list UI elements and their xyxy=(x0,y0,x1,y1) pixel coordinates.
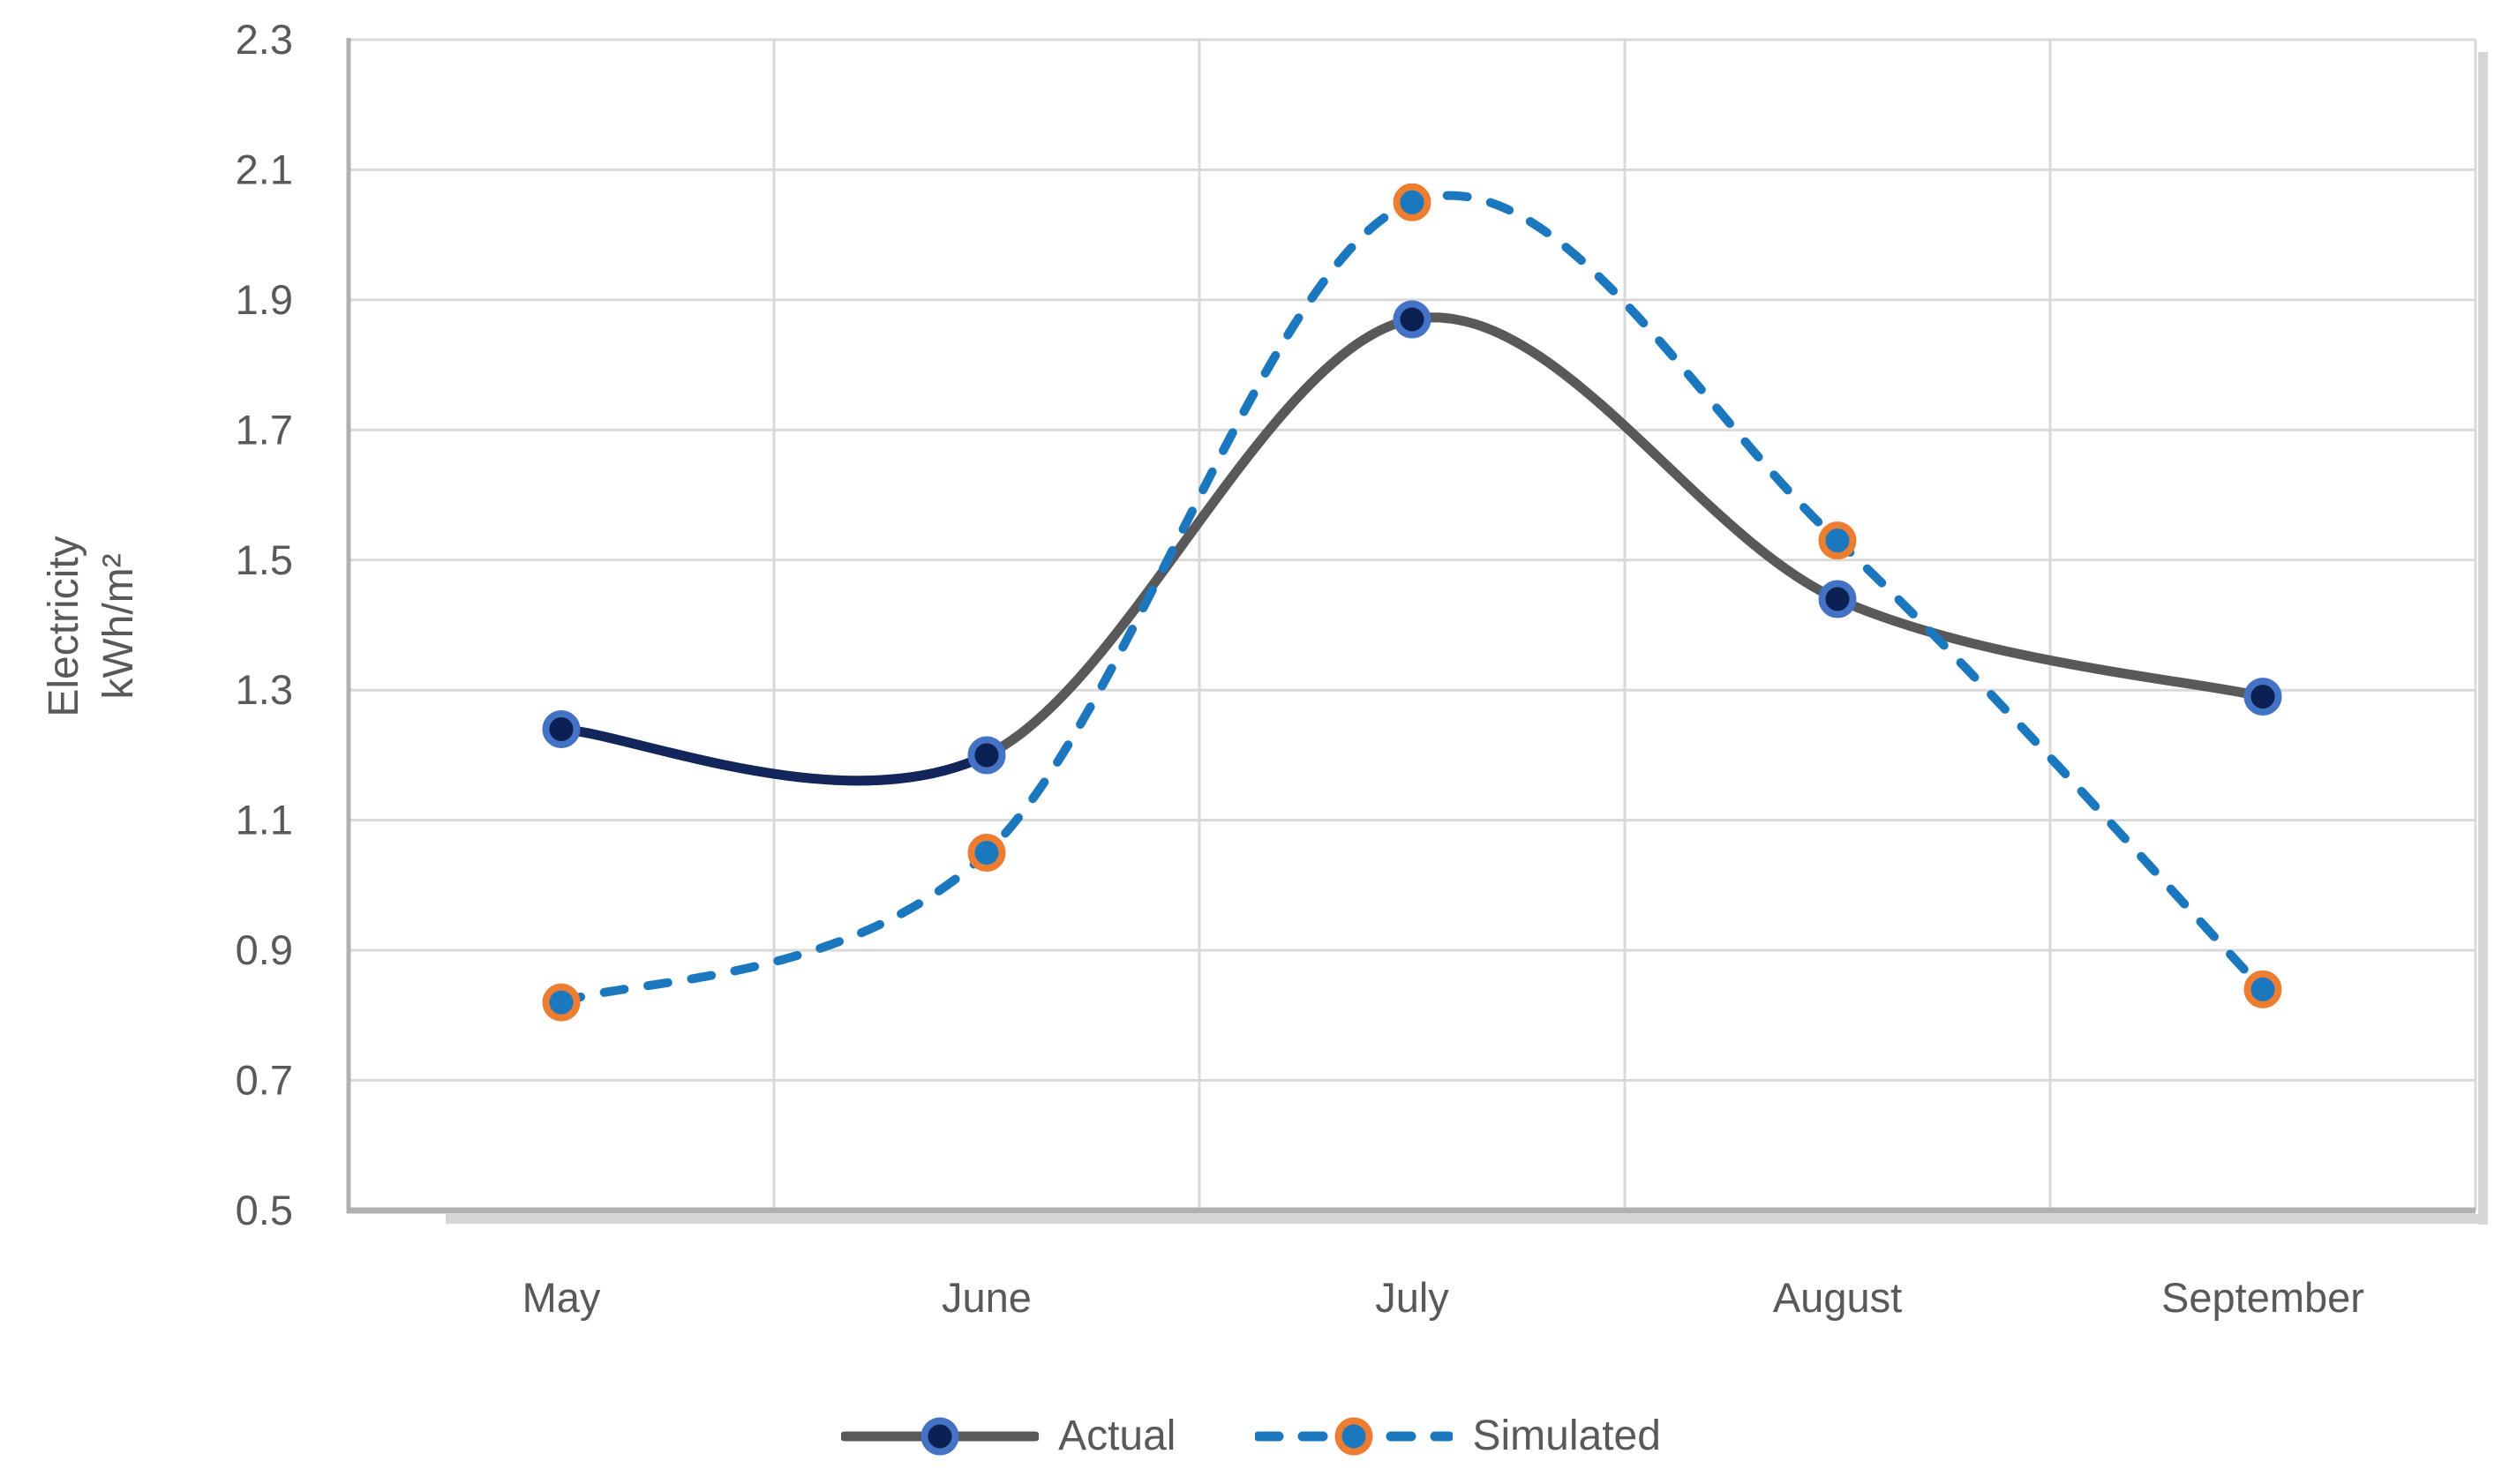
data-point-simulated-september xyxy=(2243,970,2282,1008)
actual-line-first-segment xyxy=(556,723,992,786)
y-axis-tick-labels: 2.3 2.1 1.9 1.7 1.5 1.3 1.1 0.9 0.7 0.5 xyxy=(236,16,293,1233)
plot-area-shadow xyxy=(446,52,2488,1225)
y-tick-label: 0.7 xyxy=(236,1057,293,1104)
y-tick-label: 1.9 xyxy=(236,276,293,323)
data-point-actual-june xyxy=(967,736,1006,775)
y-tick-label: 1.3 xyxy=(236,666,293,713)
x-category-label: May xyxy=(522,1274,601,1321)
data-point-simulated-july xyxy=(1393,183,1431,221)
x-category-label: September xyxy=(2161,1274,2364,1321)
y-tick-label: 1.1 xyxy=(236,797,293,843)
data-point-simulated-may xyxy=(542,983,581,1022)
legend-item-actual: Actual xyxy=(841,1410,1176,1463)
plot-shadow-right xyxy=(2478,52,2488,1225)
y-axis-title: Electricity kWh/m² xyxy=(41,536,142,716)
y-axis-title-line1: Electricity xyxy=(41,536,87,716)
y-tick-label: 2.3 xyxy=(236,16,293,63)
chart-legend: Actual Simulated xyxy=(0,1397,2502,1476)
data-point-simulated-august xyxy=(1818,521,1857,560)
y-tick-label: 2.1 xyxy=(236,146,293,192)
data-point-actual-july xyxy=(1393,300,1431,339)
y-tick-label: 1.7 xyxy=(236,406,293,453)
legend-label-actual: Actual xyxy=(1058,1413,1176,1459)
y-axis-title-line2: kWh/m² xyxy=(95,553,142,699)
x-axis-category-labels: May June July August September xyxy=(522,1274,2364,1321)
data-point-markers xyxy=(542,183,2282,1022)
y-tick-label: 0.9 xyxy=(236,926,293,973)
data-point-simulated-june xyxy=(967,834,1006,873)
x-category-label: July xyxy=(1375,1274,1449,1321)
x-category-label: June xyxy=(942,1274,1032,1321)
legend-item-simulated: Simulated xyxy=(1255,1410,1661,1463)
axis-lines xyxy=(346,38,2476,1214)
simulated-legend-marker xyxy=(1334,1417,1373,1456)
actual-legend-marker xyxy=(920,1417,959,1456)
actual-series-swatch-icon xyxy=(841,1417,1040,1456)
y-tick-label: 1.5 xyxy=(236,536,293,583)
x-category-label: August xyxy=(1773,1274,1902,1321)
simulated-series-swatch-icon xyxy=(1255,1417,1454,1456)
y-tick-label: 0.5 xyxy=(236,1187,293,1233)
plot-shadow-bottom xyxy=(446,1214,2488,1224)
data-point-actual-may xyxy=(542,709,581,748)
data-point-actual-august xyxy=(1818,580,1857,618)
data-point-actual-september xyxy=(2243,678,2282,716)
legend-label-simulated: Simulated xyxy=(1472,1413,1661,1459)
